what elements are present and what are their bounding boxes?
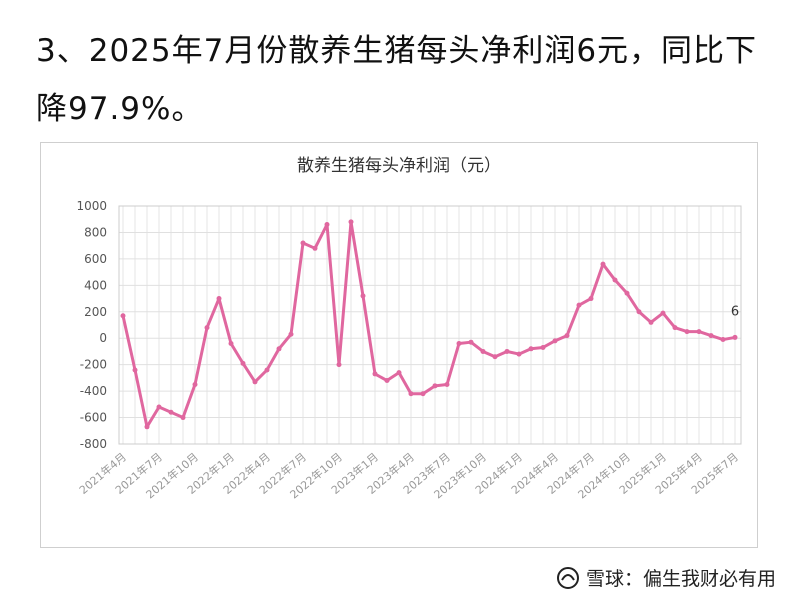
y-tick-label: 1000 <box>76 199 107 213</box>
point <box>612 277 618 283</box>
y-tick-label: -200 <box>80 358 107 372</box>
point <box>492 354 498 360</box>
point <box>468 339 474 345</box>
point <box>432 383 438 389</box>
point <box>204 325 210 331</box>
point <box>192 382 198 387</box>
point <box>552 338 558 344</box>
point <box>648 319 654 325</box>
point <box>300 240 306 246</box>
point <box>720 337 726 343</box>
y-tick-label: 0 <box>99 331 107 345</box>
point <box>144 424 150 430</box>
chart-title: 散养生猪每头净利润（元） <box>297 156 501 176</box>
point <box>132 367 138 373</box>
point <box>168 409 174 415</box>
point <box>408 391 414 397</box>
point <box>660 310 666 316</box>
point <box>564 333 570 339</box>
point <box>732 334 738 340</box>
chart-frame: 散养生猪每头净利润（元） -800 -600 -400 -200 0 200 400 600 8… <box>40 142 758 548</box>
line <box>121 220 736 429</box>
point <box>480 348 486 354</box>
point <box>384 378 390 384</box>
point <box>624 290 630 296</box>
point <box>420 391 426 397</box>
point <box>504 348 510 354</box>
point <box>444 382 450 387</box>
point <box>600 261 606 267</box>
point <box>312 245 318 251</box>
point <box>216 296 222 302</box>
point <box>180 415 186 421</box>
point <box>672 325 678 331</box>
point <box>684 329 690 335</box>
point <box>696 329 702 335</box>
chart: 散养生猪每头净利润（元） -800 -600 -400 -200 0 200 400 600 8… <box>76 156 742 501</box>
y-tick-label: 800 <box>84 225 107 239</box>
point <box>240 360 246 366</box>
point <box>528 346 534 352</box>
point <box>336 362 342 368</box>
watermark: 雪球：偏生我财必有用 <box>556 564 776 591</box>
y-tick-label: -600 <box>80 411 107 425</box>
y-tick-label: 400 <box>84 278 107 292</box>
point <box>324 222 330 228</box>
point <box>456 341 462 347</box>
data-label: 6 <box>731 304 739 319</box>
point <box>120 313 126 319</box>
point <box>576 302 582 308</box>
point <box>396 370 402 376</box>
point <box>276 346 282 352</box>
point <box>588 296 594 302</box>
heading: 3、2025年7月份散养生猪每头净利润6元，同比下降97.9%。 <box>36 33 758 127</box>
point <box>264 367 270 373</box>
point <box>360 293 366 299</box>
point <box>348 219 354 225</box>
logo <box>556 566 579 589</box>
y-tick-label: 200 <box>84 305 107 319</box>
point <box>228 341 234 347</box>
y-tick-label: -400 <box>80 384 107 398</box>
point <box>516 351 522 357</box>
point <box>288 331 294 337</box>
point <box>636 309 642 315</box>
y-tick-label: 600 <box>84 252 107 266</box>
point <box>252 379 258 385</box>
point <box>372 371 378 377</box>
plot-border <box>118 205 742 445</box>
watermark-text: 雪球：偏生我财必有用 <box>585 568 776 590</box>
point <box>708 333 714 339</box>
point <box>540 344 546 350</box>
point <box>156 404 162 410</box>
y-tick-label: -800 <box>80 437 107 451</box>
